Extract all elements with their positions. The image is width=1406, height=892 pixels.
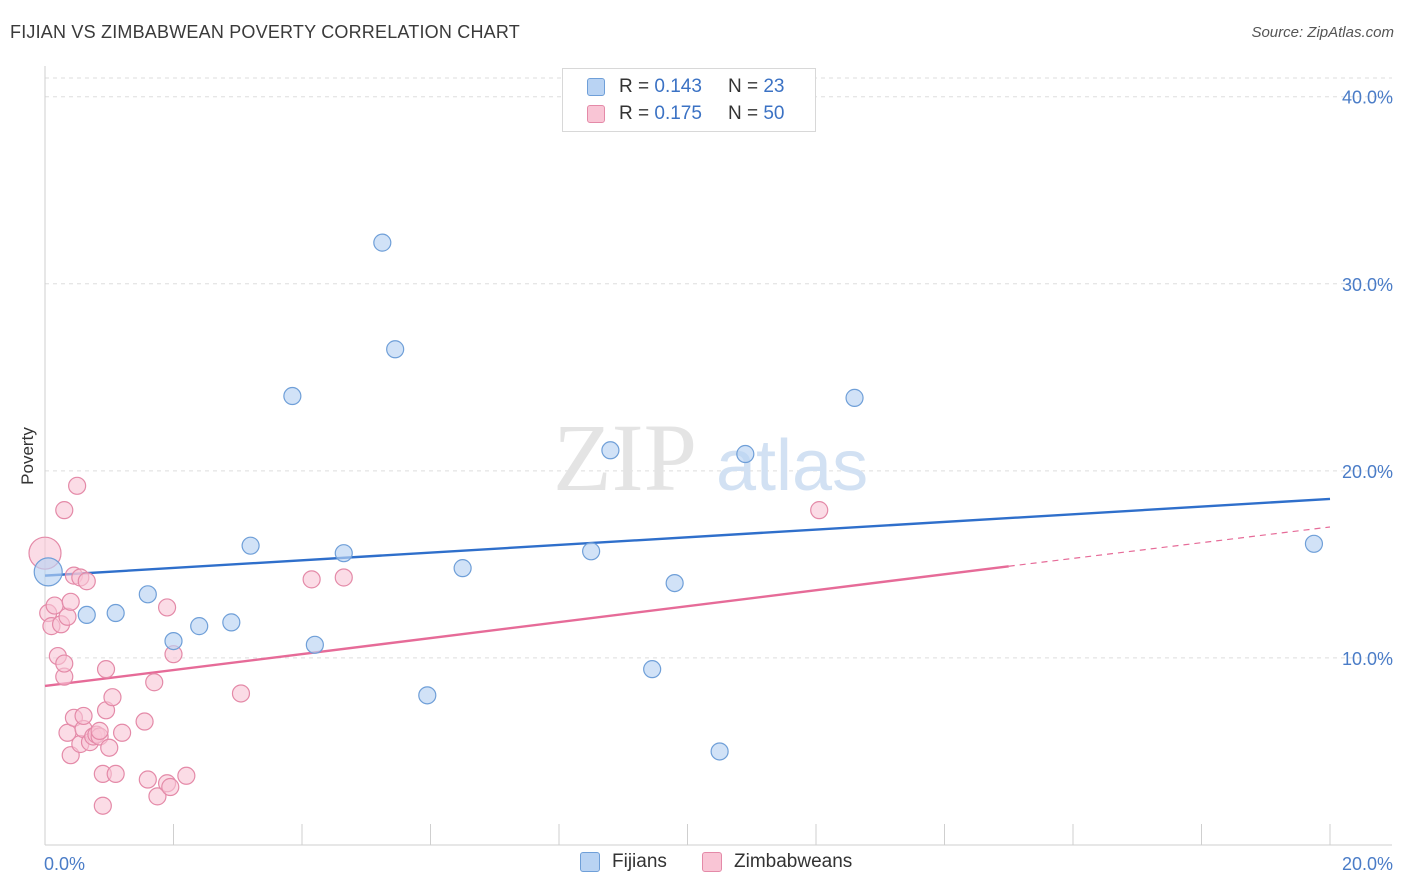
axes: [44, 66, 1392, 846]
point-fijians: [643, 660, 662, 679]
point-fijians: [283, 386, 302, 406]
point-fijians: [386, 340, 405, 359]
correlation-legend: R = 0.143 N = 23 R = 0.175 N = 50: [562, 68, 816, 132]
point-zimbabweans: [135, 712, 154, 731]
trend-lines: [44, 497, 1331, 688]
point-zimbabweans: [106, 764, 125, 784]
point-fijians: [418, 686, 437, 705]
point-fijians: [305, 635, 324, 654]
legend-row-zimbabweans: R = 0.175 N = 50: [587, 102, 784, 126]
point-zimbabweans: [68, 476, 87, 495]
bottom-legend-swatch-zimbabweans: [702, 852, 722, 872]
y-tick-label: 40.0%: [1342, 88, 1393, 108]
point-fijians: [138, 585, 157, 604]
point-fijians: [601, 441, 620, 460]
point-fijians: [1304, 534, 1324, 553]
point-zimbabweans: [302, 570, 321, 589]
point-zimbabweans: [96, 660, 116, 679]
legend-n-value: 23: [763, 76, 785, 97]
legend-row-fijians: R = 0.143 N = 23: [587, 75, 784, 99]
point-fijians: [373, 233, 392, 252]
watermark: ZIP atlas: [553, 404, 868, 511]
point-zimbabweans: [100, 738, 119, 757]
legend-n-label: N =: [727, 76, 759, 97]
point-zimbabweans: [112, 723, 132, 742]
source-label: Source: ZipAtlas.com: [1251, 24, 1394, 41]
y-axis-label: Poverty: [18, 427, 37, 485]
point-fijians: [710, 742, 729, 761]
trend-line-zimbabweans-extension: [1008, 526, 1331, 567]
point-fijians: [77, 605, 96, 625]
point-zimbabweans: [148, 787, 167, 806]
legend-r-value: 0.143: [654, 76, 702, 97]
legend-swatch-fijians: [587, 78, 605, 96]
watermark-zip: ZIP: [553, 404, 697, 511]
point-fijians: [106, 603, 125, 623]
legend-r-label: R =: [619, 103, 650, 124]
point-fijians: [845, 388, 864, 407]
grid-lines: [45, 77, 1392, 659]
trend-line-fijians: [44, 497, 1331, 577]
bottom-legend-label-fijians: Fijians: [612, 851, 667, 872]
tick-labels: 10.0% 20.0% 30.0% 40.0% 0.0% 20.0%: [44, 88, 1393, 874]
point-fijians: [33, 557, 63, 587]
point-zimbabweans: [74, 706, 93, 726]
legend-r-value: 0.175: [654, 103, 702, 124]
point-zimbabweans: [334, 568, 353, 587]
point-zimbabweans: [93, 796, 112, 815]
point-zimbabweans: [161, 777, 180, 797]
point-fijians: [736, 444, 755, 464]
point-fijians: [665, 573, 684, 593]
point-zimbabweans: [157, 598, 177, 617]
watermark-atlas: atlas: [716, 426, 868, 506]
point-fijians: [453, 559, 472, 578]
point-fijians: [222, 613, 241, 632]
legend-n-label: N =: [727, 103, 759, 124]
point-zimbabweans: [177, 766, 196, 785]
legend-r-label: R =: [619, 76, 650, 97]
y-tick-label: 10.0%: [1342, 649, 1393, 669]
point-zimbabweans: [61, 592, 80, 611]
point-zimbabweans: [55, 501, 74, 520]
trend-line-zimbabweans: [44, 565, 1009, 688]
y-tick-label: 30.0%: [1342, 275, 1393, 295]
point-fijians: [241, 536, 260, 555]
point-zimbabweans: [58, 607, 77, 626]
point-zimbabweans: [90, 721, 109, 740]
point-fijians: [334, 544, 353, 563]
bottom-legend-fijians: Fijians: [580, 851, 667, 873]
point-zimbabweans: [55, 654, 74, 673]
point-zimbabweans: [810, 501, 829, 520]
point-zimbabweans: [145, 673, 164, 692]
point-fijians: [190, 617, 209, 636]
chart-title: FIJIAN VS ZIMBABWEAN POVERTY CORRELATION…: [10, 22, 520, 42]
x-tick-label: 0.0%: [44, 854, 85, 874]
data-points: [28, 233, 1324, 815]
bottom-legend-label-zimbabweans: Zimbabweans: [734, 851, 853, 872]
point-zimbabweans: [231, 684, 251, 703]
legend-swatch-zimbabweans: [587, 105, 605, 123]
legend-n-value: 50: [763, 103, 785, 124]
y-tick-label: 20.0%: [1342, 462, 1393, 482]
bottom-legend-zimbabweans: Zimbabweans: [702, 851, 852, 873]
point-zimbabweans: [103, 688, 122, 707]
point-zimbabweans: [138, 770, 157, 789]
point-fijians: [582, 542, 601, 561]
point-zimbabweans: [77, 572, 96, 591]
bottom-legend-swatch-fijians: [580, 852, 600, 872]
point-fijians: [164, 631, 183, 651]
x-tick-label: 20.0%: [1342, 854, 1393, 874]
